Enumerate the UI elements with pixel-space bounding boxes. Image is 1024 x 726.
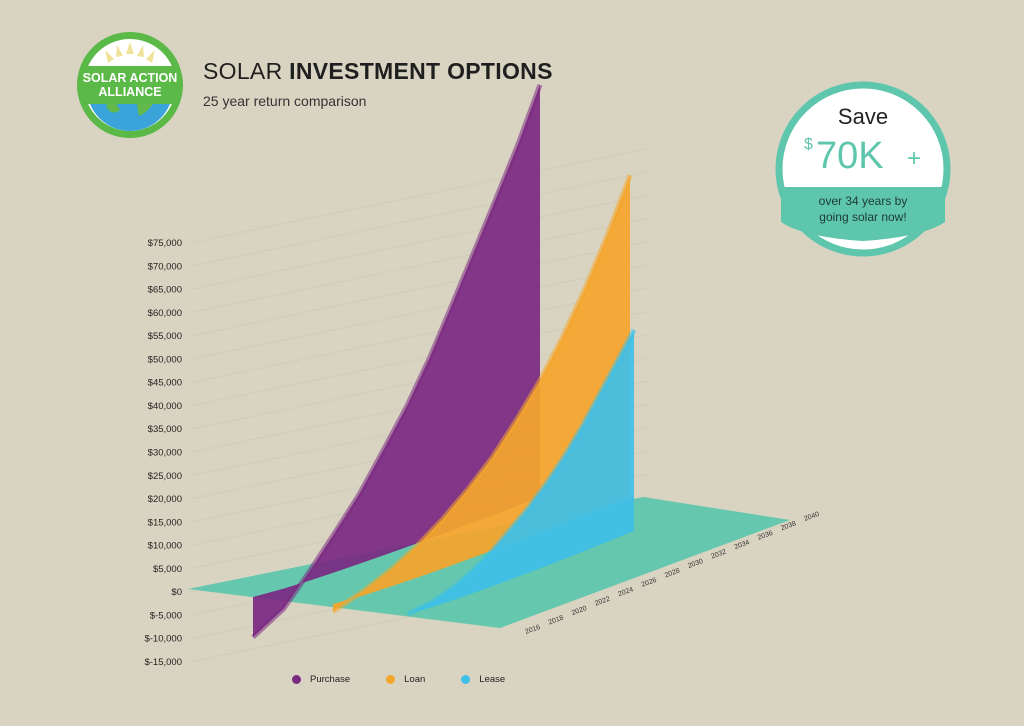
legend: Purchase Loan Lease bbox=[292, 674, 541, 685]
legend-dot-loan bbox=[386, 675, 396, 684]
x-tick-label: 2016 bbox=[524, 624, 541, 636]
gridline bbox=[189, 170, 651, 267]
y-tick-label: $45,000 bbox=[148, 378, 182, 389]
gridline bbox=[189, 240, 651, 337]
gridline bbox=[189, 217, 651, 314]
x-tick-label: 2024 bbox=[617, 586, 634, 598]
x-tick-label: 2022 bbox=[594, 596, 611, 608]
logo-line1: SOLAR ACTION bbox=[83, 71, 178, 85]
legend-dot-lease bbox=[461, 675, 471, 684]
y-tick-label: $10,000 bbox=[148, 541, 182, 552]
legend-label-purchase: Purchase bbox=[310, 674, 351, 685]
badge-amount: 70K bbox=[816, 135, 884, 177]
x-axis: 2016 2018 2020 2022 2024 2026 2028 2030 2032 2034… bbox=[524, 511, 820, 636]
legend-label-loan: Loan bbox=[404, 674, 426, 685]
y-tick-label: $70,000 bbox=[148, 261, 182, 272]
x-tick-label: 2036 bbox=[757, 530, 774, 542]
header: SOLAR INVESTMENT OPTIONS 25 year return … bbox=[203, 58, 553, 109]
y-tick-label: $-10,000 bbox=[144, 634, 182, 645]
series-area-lease bbox=[408, 329, 634, 614]
savings-badge: Save $ 70K + over 34 years by going sola… bbox=[775, 81, 951, 257]
legend-dot-purchase bbox=[292, 675, 301, 684]
solar-action-alliance-logo: SOLAR ACTION ALLIANCE bbox=[77, 32, 183, 138]
legend-item-lease: Lease bbox=[461, 674, 505, 685]
y-tick-label: $-15,000 bbox=[144, 657, 182, 668]
legend-label-lease: Lease bbox=[479, 674, 506, 685]
y-tick-label: $75,000 bbox=[148, 238, 182, 249]
title-bold: INVESTMENT OPTIONS bbox=[289, 58, 553, 84]
y-tick-label: $60,000 bbox=[148, 308, 182, 319]
y-tick-label: $65,000 bbox=[148, 285, 182, 296]
logo-line2: ALLIANCE bbox=[98, 85, 161, 99]
gridline bbox=[189, 287, 651, 384]
badge-save: Save bbox=[838, 104, 888, 129]
legend-item-loan: Loan bbox=[386, 674, 425, 685]
x-tick-label: 2028 bbox=[664, 567, 681, 579]
y-tick-label: $55,000 bbox=[148, 331, 182, 342]
x-tick-label: 2034 bbox=[734, 539, 751, 551]
x-tick-label: 2020 bbox=[571, 605, 588, 617]
y-tick-label: $-5,000 bbox=[150, 610, 182, 621]
x-tick-label: 2040 bbox=[803, 511, 820, 523]
y-tick-label: $25,000 bbox=[148, 471, 182, 482]
badge-line1: over 34 years by bbox=[819, 194, 908, 208]
page-title: SOLAR INVESTMENT OPTIONS bbox=[203, 58, 553, 85]
y-tick-label: $30,000 bbox=[148, 448, 182, 459]
page-subtitle: 25 year return comparison bbox=[203, 93, 367, 109]
y-axis: $75,000 $70,000 $65,000 $60,000 $55,000 $50,0… bbox=[144, 238, 182, 668]
x-tick-label: 2026 bbox=[641, 577, 658, 589]
gridline bbox=[189, 147, 651, 244]
y-tick-label: $0 bbox=[171, 587, 182, 598]
y-tick-label: $5,000 bbox=[153, 564, 182, 575]
title-light: SOLAR bbox=[203, 58, 290, 84]
x-tick-label: 2038 bbox=[780, 520, 797, 532]
gridline bbox=[189, 263, 651, 360]
y-tick-label: $20,000 bbox=[148, 494, 182, 505]
x-tick-label: 2030 bbox=[687, 558, 704, 570]
badge-currency: $ bbox=[804, 136, 813, 153]
badge-line2: going solar now! bbox=[819, 210, 906, 224]
gridline bbox=[189, 194, 651, 290]
x-tick-label: 2032 bbox=[710, 549, 727, 561]
legend-item-purchase: Purchase bbox=[292, 674, 350, 685]
series-group bbox=[251, 83, 637, 640]
x-tick-label: 2018 bbox=[548, 615, 565, 627]
y-tick-label: $35,000 bbox=[148, 424, 182, 435]
y-tick-label: $15,000 bbox=[148, 517, 182, 528]
badge-plus: + bbox=[907, 145, 921, 172]
y-tick-label: $40,000 bbox=[148, 401, 182, 412]
y-tick-label: $50,000 bbox=[148, 354, 182, 365]
badge-band bbox=[781, 187, 945, 241]
